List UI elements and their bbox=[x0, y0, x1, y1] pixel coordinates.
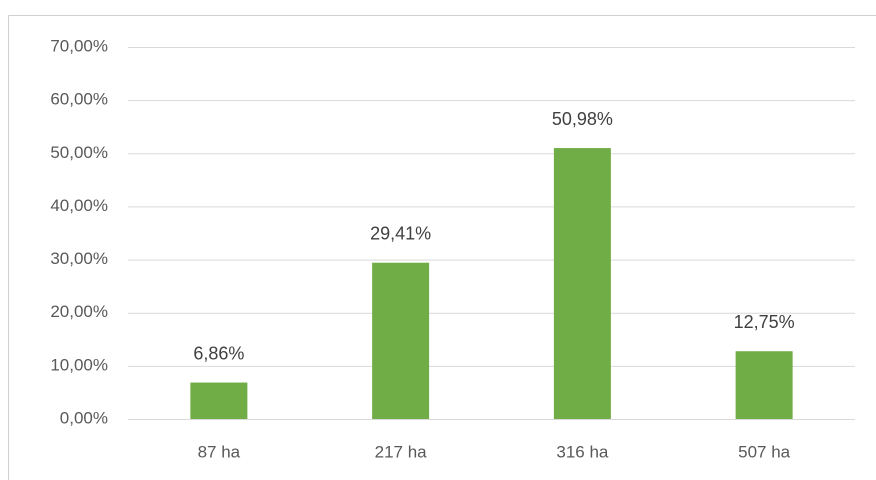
bar bbox=[372, 262, 430, 419]
data-label: 6,86% bbox=[193, 343, 244, 363]
y-tick-label: 20,00% bbox=[50, 302, 108, 321]
y-tick-label: 30,00% bbox=[50, 249, 108, 268]
y-tick-label: 0,00% bbox=[60, 408, 108, 427]
x-tick-label: 316 ha bbox=[556, 442, 609, 461]
bar bbox=[735, 351, 793, 419]
y-tick-label: 70,00% bbox=[50, 36, 108, 55]
x-tick-label: 217 ha bbox=[375, 442, 428, 461]
x-tick-label: 87 ha bbox=[198, 442, 241, 461]
bar bbox=[190, 382, 248, 419]
data-label: 12,75% bbox=[734, 312, 795, 332]
y-tick-label: 50,00% bbox=[50, 143, 108, 162]
y-tick-label: 60,00% bbox=[50, 90, 108, 109]
data-label: 50,98% bbox=[552, 109, 613, 129]
bar bbox=[553, 148, 611, 420]
x-tick-label: 507 ha bbox=[738, 442, 791, 461]
data-label: 29,41% bbox=[370, 223, 431, 243]
y-tick-label: 40,00% bbox=[50, 196, 108, 215]
y-tick-label: 10,00% bbox=[50, 355, 108, 374]
